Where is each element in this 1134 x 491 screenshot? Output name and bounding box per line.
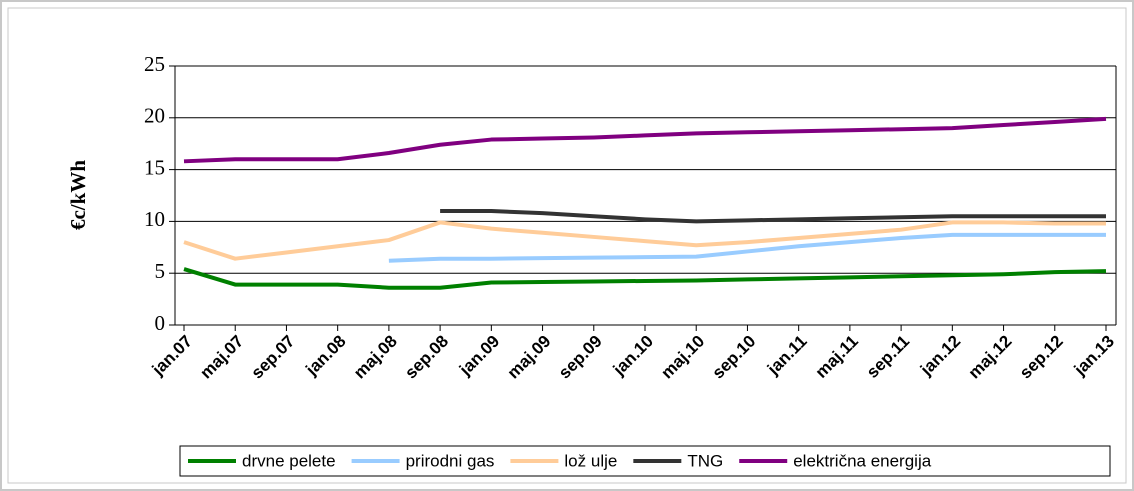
y-tick-label: 15	[144, 155, 165, 179]
series-line	[183, 267, 1107, 290]
y-tick-label: 25	[144, 52, 165, 76]
series-line	[183, 220, 1106, 261]
legend-label: električna energija	[793, 451, 932, 470]
series-line	[388, 232, 1106, 263]
legend-label: lož ulje	[564, 451, 617, 470]
y-axis-label: €c/kWh	[66, 160, 90, 230]
legend-label: drvne pelete	[242, 451, 336, 470]
y-tick-label: 0	[155, 311, 166, 335]
series-line	[440, 209, 1106, 224]
chart-area	[7, 7, 1127, 484]
y-tick-label: 10	[144, 207, 165, 231]
series-line	[183, 116, 1107, 164]
legend-label: prirodni gas	[406, 451, 495, 470]
y-tick-label: 20	[144, 104, 165, 128]
y-tick-label: 5	[155, 259, 166, 283]
legend-label: TNG	[687, 451, 723, 470]
